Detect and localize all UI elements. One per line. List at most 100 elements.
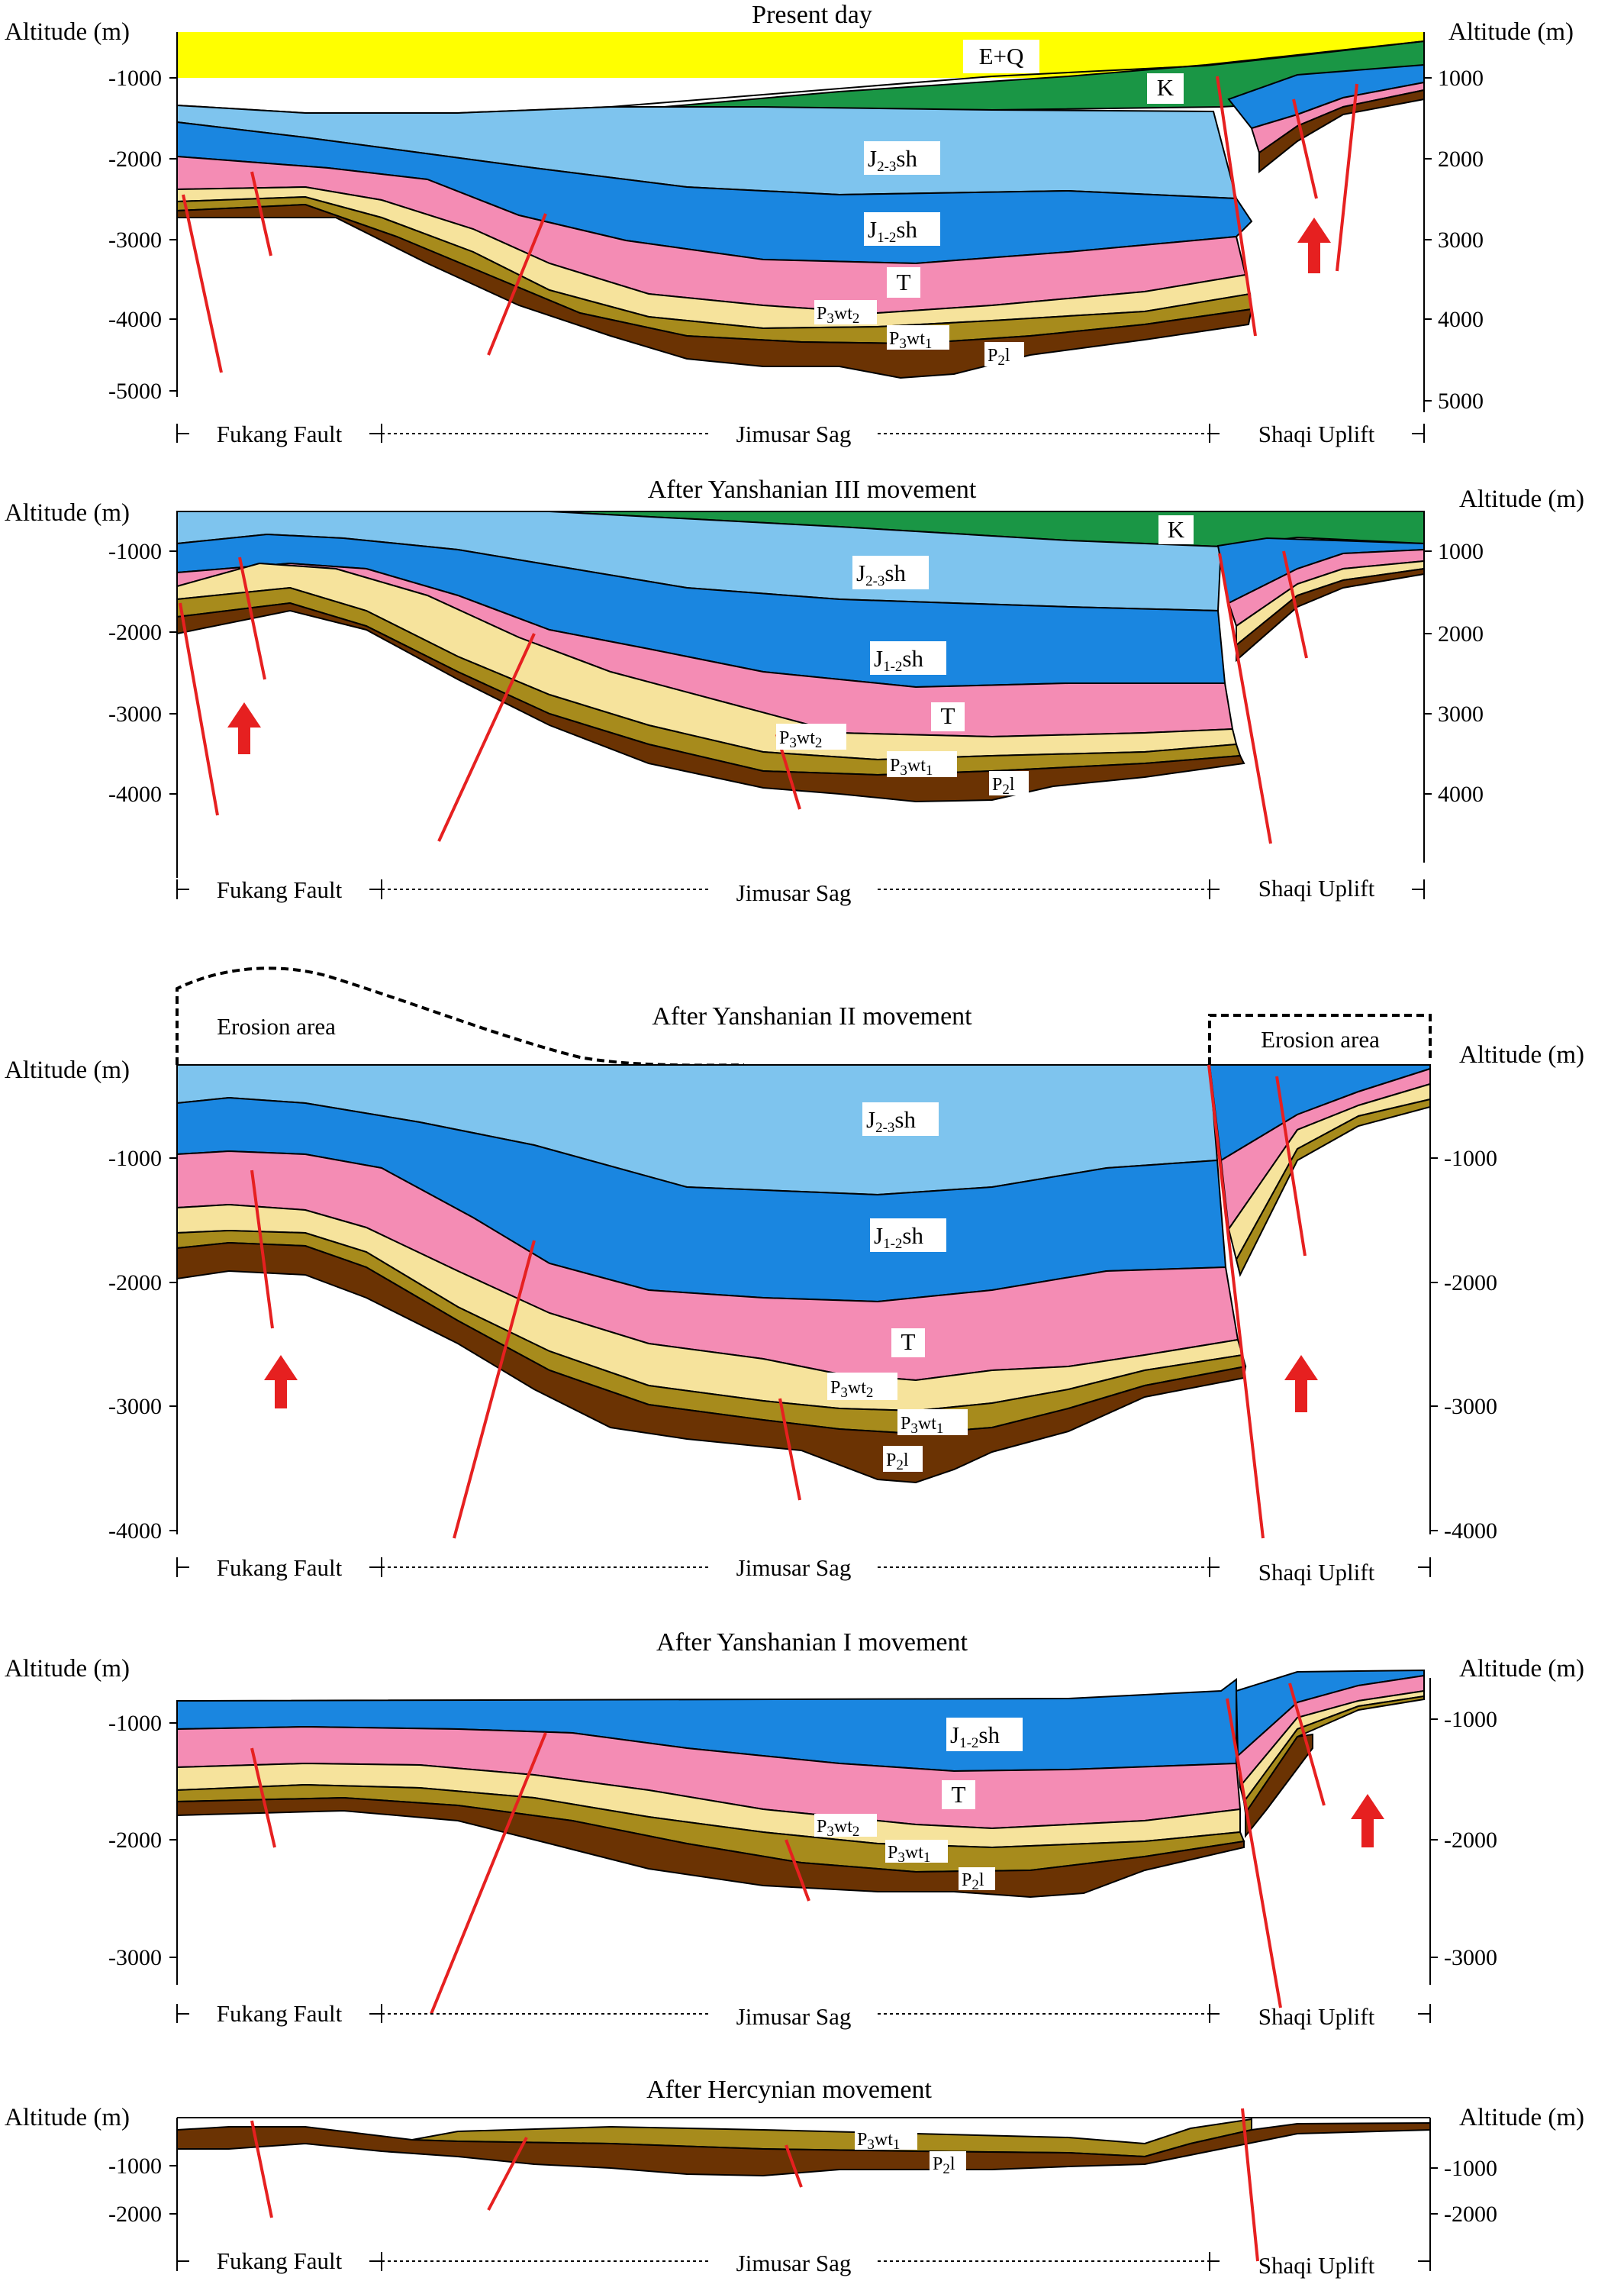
erosion-label-right: Erosion area	[1261, 1026, 1380, 1053]
layer-label-J12sh: J1-2sh	[870, 641, 946, 675]
layer-label-J23sh: J2-3sh	[862, 1102, 939, 1136]
svg-text:J1-2sh: J1-2sh	[874, 1222, 923, 1252]
layer-label-P3wt1: P3wt1	[885, 1840, 948, 1866]
tick-label: -4000	[108, 307, 162, 332]
tick-marks	[169, 1157, 1438, 1531]
region-label-shaqi: Shaqi Uplift	[1258, 875, 1375, 902]
erosion-outline-right	[1208, 1014, 1432, 1065]
region-bar	[176, 2004, 1431, 2023]
panel-yanshanian-ii: Erosion area Erosion area After Yanshani…	[5, 966, 1584, 1586]
region-label-shaqi: Shaqi Uplift	[1258, 2252, 1375, 2279]
svg-text:P3wt1: P3wt1	[890, 756, 933, 779]
layer-label-P3wt2: P3wt2	[776, 724, 846, 751]
svg-text:K: K	[1168, 516, 1185, 543]
layer-label-E-Q: E+Q	[979, 43, 1024, 69]
y-axis-label-right: Altitude (m)	[1459, 2104, 1584, 2131]
svg-text:P3wt1: P3wt1	[901, 1414, 943, 1437]
tick-label: 4000	[1438, 782, 1484, 807]
y-axis-label-left: Altitude (m)	[5, 18, 130, 46]
svg-text:P3wt1: P3wt1	[857, 2130, 900, 2153]
svg-text:J1-2sh: J1-2sh	[874, 645, 923, 675]
y-axis-label-right: Altitude (m)	[1448, 18, 1574, 46]
svg-text:J2-3sh: J2-3sh	[866, 1106, 916, 1136]
panel-present-day: Present day Altitude (m) Altitude (m) -1…	[5, 1, 1574, 447]
fault-lines	[250, 1064, 1307, 1539]
tick-label: -1000	[108, 66, 162, 91]
layer-label-T: T	[891, 1328, 925, 1357]
region-label-jimusar: Jimusar Sag	[736, 2003, 852, 2030]
tick-label: 2000	[1438, 147, 1484, 172]
panel-yanshanian-i: After Yanshanian I movement Altitude (m)…	[5, 1628, 1584, 2030]
region-label-shaqi: Shaqi Uplift	[1258, 1559, 1375, 1586]
layer-label-J12sh: J1-2sh	[870, 1218, 946, 1252]
fault-lines	[250, 1683, 1326, 2015]
svg-text:P3wt1: P3wt1	[889, 329, 932, 352]
tick-label: 5000	[1438, 389, 1484, 414]
layer-label-J23sh: J2-3sh	[864, 141, 940, 175]
layer-label-K: K	[1157, 74, 1174, 101]
layer-label-P2l: P2l	[930, 2151, 966, 2177]
layer-label-J12sh: J1-2sh	[864, 212, 940, 246]
y-axis-label-right: Altitude (m)	[1459, 486, 1584, 513]
tick-label: -2000	[108, 147, 162, 172]
tick-label: -2000	[1444, 1270, 1497, 1295]
layer-label-P3wt2: P3wt2	[814, 1814, 877, 1840]
region-bar	[176, 1557, 1431, 1577]
tick-label: -2000	[1444, 1828, 1497, 1853]
tick-label: 1000	[1438, 539, 1484, 564]
svg-text:P3wt2: P3wt2	[779, 728, 822, 751]
erosion-label-left: Erosion area	[217, 1013, 336, 1040]
region-label-fukang: Fukang Fault	[217, 2000, 343, 2027]
panel-title: After Hercynian movement	[646, 2076, 932, 2104]
svg-text:P3wt2: P3wt2	[817, 304, 859, 327]
tick-label: -3000	[108, 702, 162, 727]
layer-P2l	[176, 1241, 1247, 1484]
layer-label-P3wt2: P3wt2	[827, 1373, 897, 1401]
layer-P2l	[176, 2121, 1431, 2177]
layer-label-P2l: P2l	[984, 342, 1024, 369]
y-axis-label-right: Altitude (m)	[1459, 1655, 1584, 1683]
tick-label: 1000	[1438, 66, 1484, 91]
svg-text:P2l: P2l	[933, 2154, 955, 2177]
svg-text:P3wt2: P3wt2	[817, 1817, 859, 1840]
tick-label: -5000	[108, 379, 162, 404]
tick-label: -3000	[108, 1394, 162, 1419]
layer-label-T: T	[942, 1780, 975, 1809]
layer-label-P2l: P2l	[959, 1867, 995, 1893]
layer-label-K: K	[1158, 515, 1194, 544]
svg-text:T: T	[901, 1328, 916, 1355]
y-axis-label-left: Altitude (m)	[5, 2104, 130, 2131]
uplift-base	[1245, 1733, 1313, 1838]
tick-marks	[169, 1718, 1438, 1958]
tick-label: -4000	[108, 1518, 162, 1544]
region-bar	[176, 2252, 1431, 2271]
panel-title: After Yanshanian II movement	[652, 1002, 972, 1031]
region-label-fukang: Fukang Fault	[217, 421, 343, 447]
tick-marks	[169, 550, 1432, 795]
region-label-fukang: Fukang Fault	[217, 2247, 343, 2274]
layer-label-P3wt1: P3wt1	[855, 2127, 917, 2153]
layer-label-T: T	[931, 702, 965, 731]
tick-label: -1000	[1444, 2156, 1497, 2181]
y-axis-label-left: Altitude (m)	[5, 1057, 130, 1084]
layer-label-J23sh: J2-3sh	[852, 556, 929, 589]
tick-label: -2000	[108, 1828, 162, 1853]
svg-text:P2l: P2l	[886, 1450, 909, 1473]
tick-label: -2000	[108, 620, 162, 645]
tick-marks	[169, 77, 1432, 402]
svg-text:T: T	[952, 1781, 966, 1808]
layer-label-T: T	[897, 269, 911, 295]
svg-text:J1-2sh: J1-2sh	[950, 1721, 1000, 1751]
tick-label: -1000	[108, 539, 162, 564]
tick-label: 3000	[1438, 227, 1484, 253]
y-axis-label-left: Altitude (m)	[5, 499, 130, 527]
tick-label: -4000	[1444, 1518, 1497, 1544]
uplift-arrow	[264, 1355, 298, 1408]
tick-label: -1000	[1444, 1146, 1497, 1171]
fault-lines	[182, 76, 1358, 373]
tick-label: -3000	[108, 1945, 162, 1970]
layer-label-P2l: P2l	[883, 1446, 923, 1473]
svg-text:P2l: P2l	[992, 775, 1015, 798]
tick-label: -1000	[108, 1146, 162, 1171]
